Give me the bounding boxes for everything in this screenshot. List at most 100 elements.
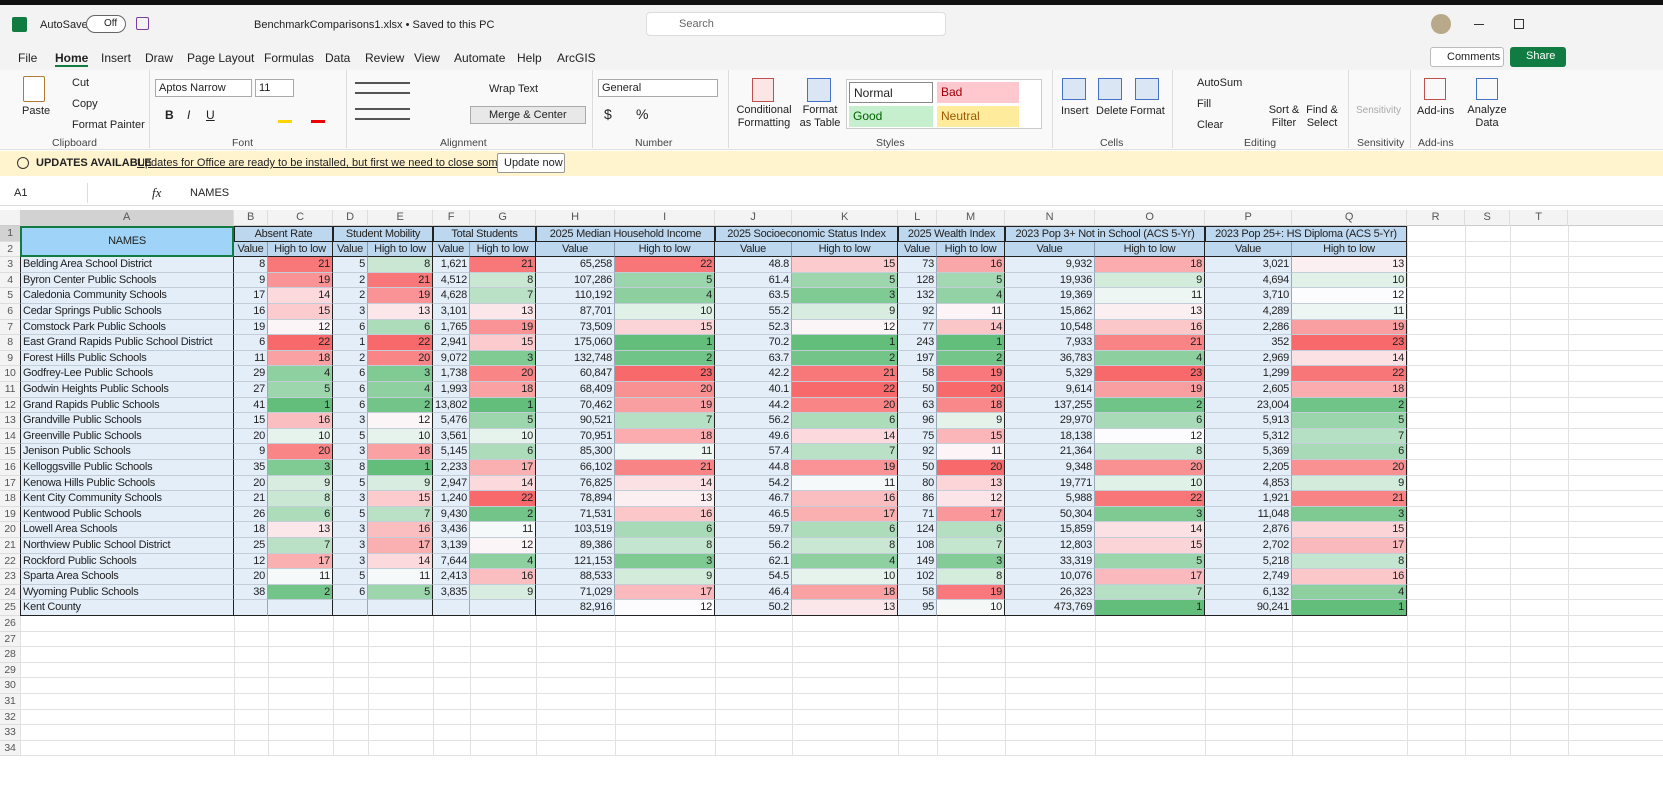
row-number: 1: [0, 226, 20, 242]
conditional-icon[interactable]: [752, 78, 774, 102]
value-cell: 5,312: [1205, 428, 1292, 445]
comments-button[interactable]: Comments: [1430, 47, 1504, 67]
ribbon-button[interactable]: Sort & Filter: [1268, 104, 1300, 129]
avatar[interactable]: [1431, 14, 1451, 34]
menu-tab[interactable]: Page Layout: [187, 51, 255, 65]
rank-cell: 6: [1095, 413, 1205, 429]
currency-button[interactable]: $: [604, 106, 612, 122]
menu-tab[interactable]: ArcGIS: [557, 51, 596, 65]
rank-cell: 21: [1095, 335, 1205, 351]
rank-cell: 18: [1292, 382, 1407, 398]
rank-cell: 7: [615, 413, 715, 429]
ribbon-button[interactable]: Copy: [72, 98, 98, 110]
format-table-icon[interactable]: [807, 78, 831, 102]
update-button[interactable]: Update now: [497, 153, 565, 173]
name-box[interactable]: A1: [6, 183, 88, 203]
font-name-box[interactable]: Aptos Narrow: [155, 79, 252, 97]
ribbon-button[interactable]: Insert: [1061, 105, 1089, 117]
search-box[interactable]: Search: [646, 12, 946, 36]
style-normal[interactable]: Normal: [849, 82, 933, 103]
align-icons[interactable]: [355, 82, 410, 94]
menu-tab[interactable]: Help: [517, 51, 542, 65]
ribbon-button[interactable]: AutoSum: [1197, 77, 1243, 89]
menu-tab[interactable]: File: [18, 51, 38, 65]
align-icons[interactable]: [355, 108, 410, 120]
share-button[interactable]: Share: [1510, 47, 1566, 67]
menu-tab[interactable]: Insert: [101, 51, 132, 65]
percent-button[interactable]: %: [636, 106, 649, 122]
update-message[interactable]: Updates for Office are ready to be insta…: [137, 157, 534, 169]
rank-cell: 14: [615, 475, 715, 492]
value-cell: 3,021: [1205, 257, 1292, 273]
font-size-box[interactable]: 11: [255, 79, 294, 97]
analyze-icon[interactable]: [1476, 78, 1498, 100]
minimize[interactable]: [1474, 24, 1484, 25]
menu-tab[interactable]: View: [414, 51, 440, 65]
header-cell: Value: [898, 241, 937, 258]
ribbon-button[interactable]: Analyze Data: [1467, 104, 1507, 129]
delete-icon[interactable]: [1098, 78, 1122, 100]
header-cell: Value: [1005, 241, 1095, 258]
underline-button[interactable]: U: [206, 108, 215, 122]
value-cell: 20: [234, 475, 268, 492]
file-name[interactable]: BenchmarkComparisons1.xlsx • Saved to th…: [254, 19, 495, 31]
insert-icon[interactable]: [1062, 78, 1086, 100]
name-cell: Grand Rapids Public Schools: [20, 397, 234, 414]
name-cell: Forest Hills Public Schools: [20, 350, 234, 367]
menu-tab[interactable]: Formulas: [264, 51, 315, 65]
rank-cell: 9: [268, 475, 333, 492]
ribbon-button[interactable]: Format: [1130, 105, 1165, 117]
value-cell: 8: [333, 460, 368, 476]
save-icon[interactable]: [136, 17, 149, 30]
italic-button[interactable]: I: [187, 108, 191, 122]
ribbon-button[interactable]: Wrap Text: [489, 83, 539, 95]
bold-button[interactable]: B: [165, 108, 174, 122]
ribbon-button[interactable]: Format as Table: [799, 104, 841, 129]
menu-tab[interactable]: Review: [365, 51, 405, 65]
merge-button[interactable]: Merge & Center: [470, 106, 586, 124]
fill-color-icon[interactable]: [278, 120, 292, 123]
font-color-icon[interactable]: [311, 120, 325, 123]
autosave-toggle[interactable]: Off: [86, 15, 126, 33]
value-cell: 2,947: [433, 475, 470, 492]
ribbon-button[interactable]: Delete: [1096, 105, 1128, 117]
rank-cell: 16: [792, 491, 898, 507]
style-bad[interactable]: Bad: [937, 82, 1019, 103]
menu-tab[interactable]: Data: [325, 51, 351, 65]
format-icon[interactable]: [1135, 78, 1159, 100]
paste-icon[interactable]: [23, 76, 45, 102]
style-neutral[interactable]: Neutral: [937, 106, 1019, 127]
ribbon-button[interactable]: Conditional Formatting: [736, 104, 792, 129]
row-number: 17: [0, 475, 20, 492]
ribbon-button[interactable]: Clear: [1197, 119, 1224, 131]
ribbon-button[interactable]: Format Painter: [72, 119, 145, 131]
value-cell: 5: [333, 569, 368, 585]
ribbon-button[interactable]: Add-ins: [1417, 105, 1455, 117]
rank-cell: 5: [937, 272, 1005, 289]
value-cell: 6: [333, 397, 368, 414]
rank-cell: 16: [937, 257, 1005, 273]
rank-cell: 17: [1095, 569, 1205, 585]
menu-tab[interactable]: Draw: [145, 51, 174, 65]
row-number: 21: [0, 538, 20, 554]
update-title: UPDATES AVAILABLE: [36, 157, 152, 169]
value-cell: 107,286: [536, 272, 615, 289]
formula-content[interactable]: NAMES: [190, 187, 230, 199]
rank-cell: 19: [937, 366, 1005, 382]
addins-icon[interactable]: [1424, 78, 1446, 100]
number-format-box[interactable]: General: [598, 79, 718, 97]
style-label: Normal: [854, 86, 893, 100]
menu-tab[interactable]: Home: [55, 51, 89, 67]
ribbon-button[interactable]: Cut: [72, 77, 90, 89]
fx-button[interactable]: fx: [152, 185, 162, 200]
ribbon-button[interactable]: Fill: [1197, 98, 1212, 110]
separator: [592, 70, 593, 148]
rank-cell: 1: [792, 335, 898, 351]
value-cell: 23,004: [1205, 397, 1292, 414]
ribbon-button[interactable]: Find & Select: [1306, 104, 1338, 129]
ribbon-button[interactable]: Paste: [22, 105, 51, 117]
style-good[interactable]: Good: [849, 106, 933, 127]
restore[interactable]: [1514, 19, 1524, 29]
menu-tab[interactable]: Automate: [454, 51, 506, 65]
value-cell: 3: [333, 304, 368, 320]
